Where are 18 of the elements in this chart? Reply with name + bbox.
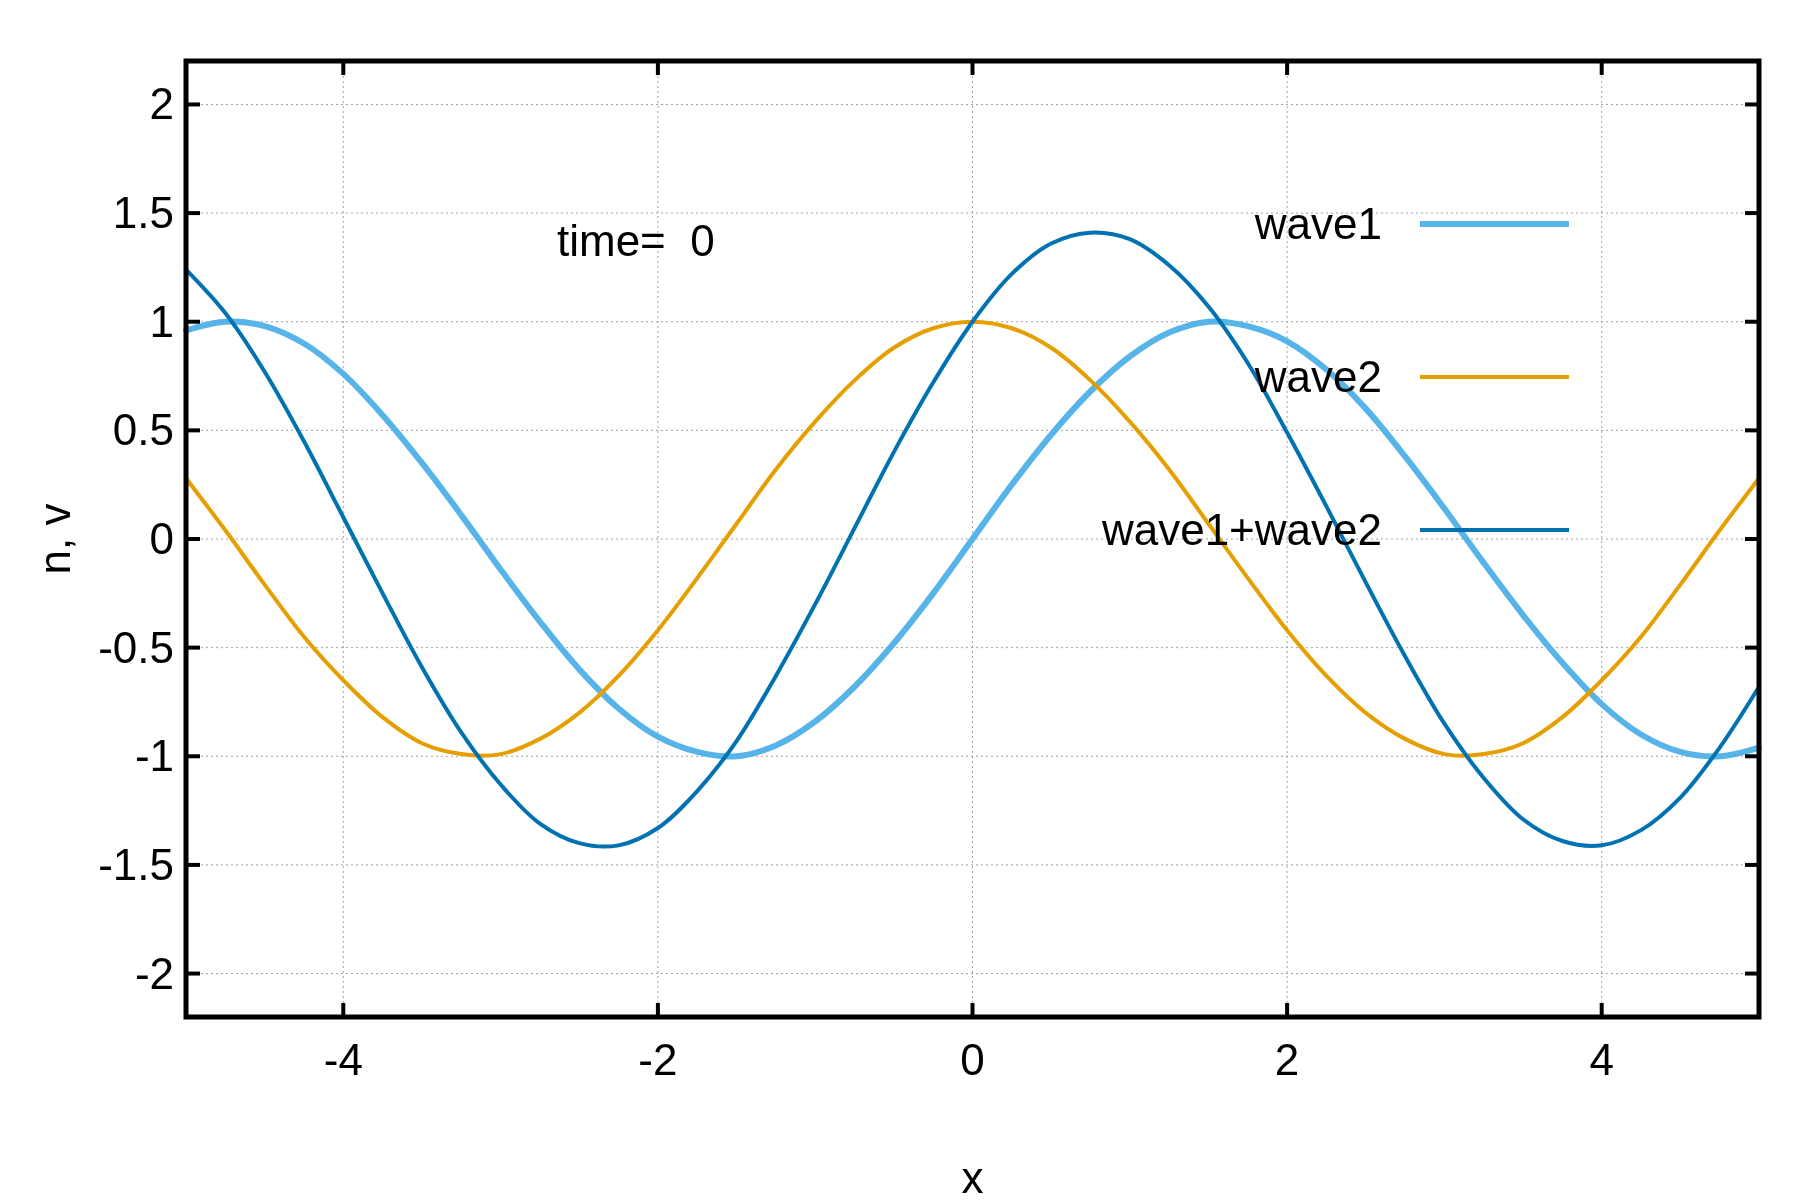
y-tick-label: -1 [134, 731, 174, 781]
y-tick-label: 0.5 [112, 405, 174, 455]
x-tick-label: 2 [1274, 1035, 1300, 1084]
x-tick-label: 0 [960, 1035, 985, 1084]
legend-label: wave1 [1253, 199, 1382, 248]
x-tick-label: 4 [1589, 1035, 1614, 1084]
y-tick-label: -0.5 [98, 622, 174, 672]
x-tick-label: -2 [638, 1035, 678, 1084]
annotation: time= 0 [557, 216, 715, 265]
y-tick-label: 0 [149, 514, 174, 563]
y-tick-label: 1.5 [112, 188, 174, 238]
y-tick-label: 2 [149, 79, 174, 129]
x-tick-label: -4 [323, 1035, 363, 1084]
y-tick-label: -2 [134, 948, 174, 998]
y-tick-label: 1 [149, 296, 174, 346]
y-tick-label: -1.5 [98, 839, 174, 889]
y-axis-title: n, v [30, 503, 79, 575]
x-axis-title: x [961, 1153, 984, 1200]
